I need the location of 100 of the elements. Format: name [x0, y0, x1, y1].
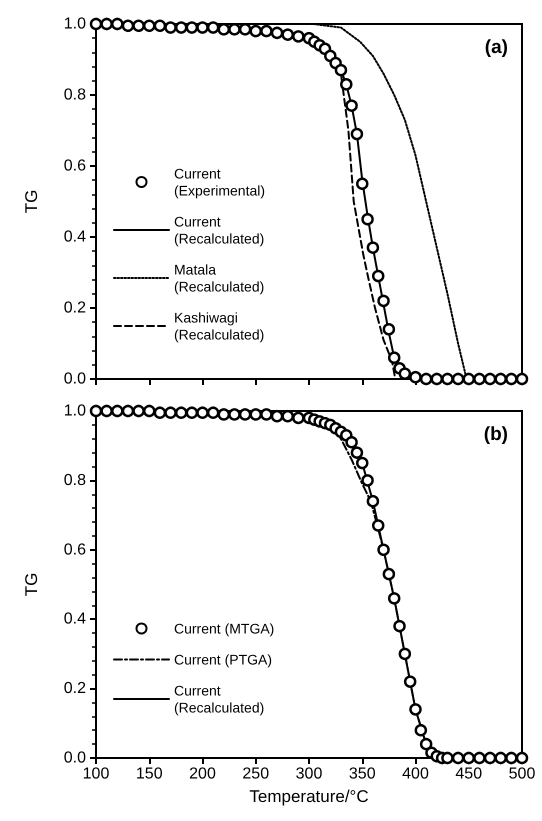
- point: [430, 372, 444, 386]
- point: [409, 703, 422, 716]
- y-tick-label: 0.6: [64, 158, 86, 174]
- y-tick-label: 0.0: [64, 370, 86, 388]
- point: [393, 620, 406, 632]
- point: [441, 372, 454, 386]
- point: [186, 406, 198, 419]
- point: [132, 404, 145, 418]
- annotation: (b): [484, 424, 508, 445]
- point: [462, 752, 475, 764]
- point: [516, 752, 528, 764]
- legend-label: Current (PTGA): [174, 652, 272, 668]
- point: [132, 20, 145, 32]
- point: [260, 24, 273, 38]
- point: [484, 752, 496, 764]
- x-tick-label: 150: [136, 766, 163, 782]
- point: [218, 408, 230, 421]
- point: [345, 436, 358, 448]
- point: [260, 408, 273, 421]
- point: [164, 21, 177, 34]
- point: [494, 752, 507, 764]
- point: [186, 21, 198, 34]
- point: [228, 408, 241, 421]
- point: [292, 412, 305, 424]
- point: [100, 404, 113, 418]
- x-tick-label: 250: [242, 766, 270, 782]
- y-axis-title: TG: [22, 190, 41, 214]
- point: [122, 20, 134, 32]
- point: [356, 456, 368, 470]
- point: [350, 128, 364, 140]
- point: [174, 406, 188, 419]
- y-tick-label: 0.8: [64, 472, 86, 489]
- y-tick-label: 1.0: [64, 16, 86, 32]
- point: [452, 372, 464, 386]
- point: [462, 372, 475, 386]
- legend-label: Current (Recalculated): [174, 682, 264, 716]
- point: [377, 544, 390, 556]
- point: [154, 20, 166, 32]
- point: [250, 408, 262, 421]
- point: [366, 241, 380, 254]
- x-tick-label: 100: [82, 766, 110, 782]
- point: [206, 406, 220, 419]
- y-tick-label: 0.4: [64, 228, 86, 246]
- point: [382, 323, 396, 336]
- point: [345, 99, 358, 112]
- point: [372, 519, 384, 532]
- point: [372, 270, 384, 282]
- legend-label: Current (Experimental): [174, 166, 266, 198]
- point: [452, 752, 464, 764]
- x-axis-title: Temperature/°C: [249, 787, 369, 806]
- point: [377, 294, 390, 308]
- point: [388, 592, 400, 605]
- y-tick-label: 0.6: [64, 541, 86, 558]
- point: [494, 372, 507, 386]
- y-tick-label: 0.2: [64, 680, 86, 698]
- x-tick-label: 350: [348, 766, 376, 782]
- point: [334, 64, 348, 76]
- point: [484, 372, 496, 386]
- point: [154, 406, 166, 419]
- point: [174, 21, 188, 34]
- point: [250, 24, 262, 38]
- point: [111, 404, 124, 418]
- point: [90, 18, 102, 30]
- y-tick-label: 0.2: [64, 300, 86, 316]
- annotation: (a): [484, 37, 508, 58]
- point: [505, 752, 518, 764]
- x-tick-label: 200: [189, 766, 216, 782]
- point: [361, 474, 374, 487]
- point: [516, 372, 528, 386]
- point: [196, 21, 209, 34]
- point: [404, 675, 416, 688]
- y-tick-label: 0.8: [64, 86, 86, 104]
- x-tick-label: 300: [296, 766, 322, 782]
- point: [420, 738, 432, 750]
- point: [398, 648, 412, 660]
- point: [281, 28, 294, 41]
- point: [143, 404, 156, 418]
- point: [420, 372, 432, 386]
- point: [164, 406, 177, 419]
- point: [441, 752, 454, 764]
- point: [366, 494, 380, 508]
- point: [270, 26, 284, 40]
- legend-label: Matala (Recalculated): [174, 262, 264, 294]
- y-tick-label: 0.4: [64, 610, 86, 628]
- y-tick-label: 1.0: [64, 402, 86, 420]
- point: [111, 18, 124, 30]
- point: [238, 408, 252, 421]
- point: [350, 446, 364, 459]
- y-axis-title: TG: [22, 572, 41, 596]
- point: [100, 18, 113, 30]
- point: [361, 213, 374, 226]
- point: [414, 724, 428, 736]
- point: [281, 410, 294, 422]
- point: [340, 78, 353, 91]
- point: [388, 351, 400, 364]
- point: [473, 372, 486, 386]
- x-tick-label: 400: [402, 766, 429, 782]
- point: [382, 568, 396, 580]
- legend-label: Current (MTGA): [174, 620, 274, 636]
- point: [143, 20, 156, 32]
